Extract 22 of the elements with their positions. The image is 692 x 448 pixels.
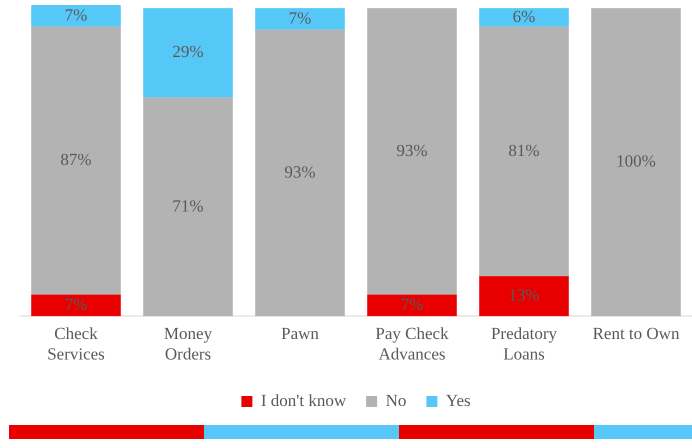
legend-label: I don't know: [260, 390, 347, 410]
data-label: 71%: [172, 196, 204, 216]
data-label: 100%: [616, 152, 656, 171]
data-label: 87%: [60, 150, 92, 170]
data-label: 7%: [400, 294, 424, 314]
x-tick-label: Check Services: [47, 324, 105, 364]
data-label: 81%: [508, 140, 540, 160]
data-label: 6%: [512, 6, 536, 26]
data-label: 93%: [396, 140, 428, 160]
data-label: 29%: [172, 42, 204, 62]
x-tick-label: Predatory Loans: [490, 324, 558, 364]
data-label: 7%: [64, 5, 88, 24]
x-tick-label: Pawn: [281, 324, 320, 343]
x-tick-label: Money Orders: [164, 324, 213, 364]
data-label: 7%: [288, 8, 312, 28]
data-label: 13%: [508, 286, 540, 305]
legend-label: Yes: [446, 390, 471, 410]
x-tick-label: Pay Check Advances: [375, 324, 450, 364]
legend-label: No: [386, 390, 406, 410]
data-label: 93%: [284, 162, 316, 182]
x-tick-label: Rent to Own: [592, 324, 680, 343]
data-label: 7%: [64, 294, 88, 314]
